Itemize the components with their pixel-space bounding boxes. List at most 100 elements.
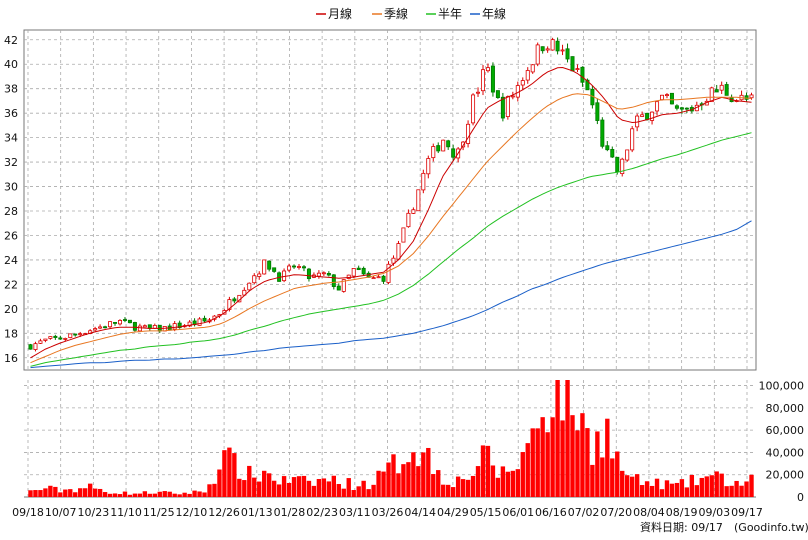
candle-body	[471, 94, 476, 124]
date-tick-label: 09/18	[12, 506, 44, 519]
volume-bar	[262, 470, 267, 497]
volume-bar	[371, 484, 376, 497]
volume-bar	[391, 454, 396, 497]
date-tick-label: 12/10	[176, 506, 208, 519]
data-date-label: 資料日期: 09/17	[640, 520, 723, 534]
candle-body	[620, 158, 625, 175]
candle-body	[227, 299, 232, 310]
ma-line-quarter	[30, 93, 752, 364]
candle-body	[197, 318, 202, 326]
candle-body	[78, 333, 83, 336]
volume-bar	[460, 479, 466, 497]
candle-body	[301, 266, 306, 269]
candle-body	[28, 344, 33, 350]
volume-bar	[749, 474, 754, 497]
candle-body	[669, 92, 674, 105]
volume-tick-label: 0	[797, 491, 804, 504]
volume-bar	[540, 417, 545, 497]
volume-bar	[411, 452, 416, 497]
volume-bar	[709, 475, 714, 497]
candle-body	[446, 140, 451, 148]
volume-bar	[257, 481, 262, 497]
price-tick-label: 28	[4, 205, 18, 218]
volume-tick-label: 60,000	[766, 424, 805, 437]
volume-bar	[530, 428, 535, 497]
volume-bar	[68, 489, 73, 497]
candle-body	[610, 149, 615, 158]
volume-bar	[212, 483, 217, 497]
candle-body	[127, 319, 132, 324]
date-tick-label: 10/07	[45, 506, 77, 519]
volume-bar	[505, 471, 511, 497]
volume-bar	[386, 462, 391, 497]
volume-bar	[271, 480, 277, 497]
volume-bar	[426, 447, 431, 497]
candle-body	[331, 274, 336, 287]
date-tick-label: 02/23	[306, 506, 338, 519]
volume-bars	[28, 380, 754, 497]
candle-body	[645, 112, 650, 120]
candle-body	[530, 64, 535, 73]
candle-body	[38, 340, 43, 344]
volume-bar	[311, 485, 317, 497]
candle-body	[361, 267, 366, 275]
volume-bar	[152, 493, 157, 497]
volume-bar	[381, 471, 386, 497]
volume-bar	[232, 453, 237, 497]
volume-bar	[600, 457, 605, 497]
volume-bar	[396, 473, 401, 497]
candle-body	[565, 48, 570, 60]
candle-body	[505, 96, 510, 118]
candle-body	[53, 335, 58, 338]
volume-bar	[306, 480, 312, 497]
candle-body	[177, 322, 182, 329]
candle-body	[550, 39, 555, 51]
volume-bar	[431, 474, 436, 497]
candle-body	[48, 336, 53, 339]
date-tick-label: 06/01	[502, 506, 534, 519]
candle-body	[431, 146, 436, 159]
candle-body	[132, 322, 137, 331]
candle-body	[381, 275, 386, 282]
candle-body	[575, 68, 580, 71]
candle-body	[391, 257, 396, 264]
candle-body	[292, 265, 297, 268]
volume-bar	[107, 493, 113, 497]
candle-body	[247, 282, 252, 291]
volume-bar	[704, 476, 709, 497]
volume-bar	[281, 476, 287, 497]
candle-body	[306, 268, 311, 280]
price-tick-label: 22	[4, 278, 18, 291]
candle-body	[416, 189, 421, 212]
volume-bar	[242, 480, 247, 497]
volume-bar	[92, 488, 98, 497]
candle-body	[461, 141, 466, 148]
candle-body	[545, 48, 550, 51]
candle-body	[660, 94, 665, 101]
candle-body	[510, 95, 515, 98]
volume-bar	[659, 489, 665, 497]
volume-bar	[580, 413, 585, 497]
volume-bar	[679, 479, 685, 497]
date-tick-label: 07/20	[600, 506, 632, 519]
volume-bar	[366, 489, 371, 497]
volume-bar	[689, 474, 695, 497]
candle-body	[485, 67, 490, 72]
volume-bar	[122, 491, 128, 497]
volume-bar	[610, 458, 615, 497]
date-tick-label: 03/11	[339, 506, 371, 519]
volume-bar	[301, 475, 307, 497]
date-tick-label: 08/19	[666, 506, 698, 519]
candle-body	[33, 343, 38, 350]
price-tick-label: 40	[4, 58, 18, 71]
volume-bar	[336, 484, 341, 497]
price-tick-label: 38	[4, 83, 18, 96]
candle-body	[68, 333, 73, 338]
volume-bar	[237, 478, 242, 497]
volume-bar	[465, 479, 471, 497]
candle-body	[535, 44, 540, 65]
volume-bar	[739, 485, 744, 497]
volume-bar	[441, 484, 446, 497]
candle-body	[540, 46, 545, 52]
candle-body	[267, 260, 272, 270]
